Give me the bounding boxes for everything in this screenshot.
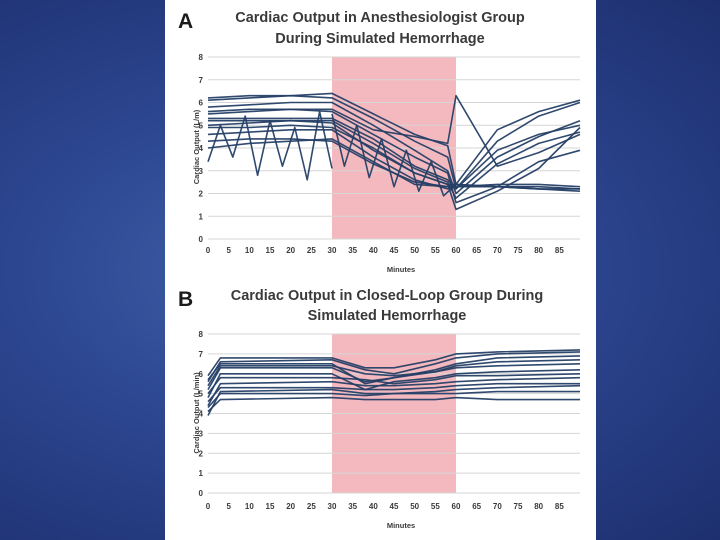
- panel-b-xtick-label: 75: [514, 502, 523, 511]
- panel-a-series-subject-11: [208, 119, 581, 199]
- panel-b-xtick-label: 80: [534, 502, 543, 511]
- panel-b-series-subject-6: [207, 349, 581, 377]
- panel-b-xtick-label: 60: [452, 502, 461, 511]
- panel-b-xtick-label: 65: [472, 502, 481, 511]
- panel-b-series-subject-9: [207, 373, 581, 395]
- panel-a-ytick-label: 5: [199, 121, 204, 130]
- panel-b-xtick-label: 20: [286, 502, 295, 511]
- panel-a-xtick-label: 30: [328, 246, 337, 255]
- panel-a-series-subject-12: [207, 92, 581, 186]
- panel-a-xtick-label: 60: [452, 246, 461, 255]
- panel-b-ytick-label: 8: [199, 330, 204, 339]
- panel-b-ytick-label: 6: [199, 370, 204, 379]
- panel-a-series-oscillating-1: [207, 110, 333, 181]
- panel-b-series-subject-11: [207, 382, 580, 403]
- panel-a-xtick-label: 75: [514, 246, 523, 255]
- panel-b-series-subject-12: [207, 355, 581, 385]
- panel-b-series-subject-5: [207, 351, 581, 383]
- panel-b-xtick-label: 55: [431, 502, 440, 511]
- panel-a-xtick-label: 35: [348, 246, 357, 255]
- panel-a-xtick-label: 70: [493, 246, 502, 255]
- panel-b-xtick-label: 5: [226, 502, 231, 511]
- panel-b-ytick-label: 4: [199, 410, 204, 419]
- panel-a-letter: A: [178, 10, 193, 33]
- panel-b-xtick-label: 10: [245, 502, 254, 511]
- panel-a-title-line-2: During Simulated Hemorrhage: [275, 31, 484, 47]
- panel-a-xtick-label: 10: [245, 246, 254, 255]
- panel-a-xlabel: Minutes: [387, 265, 415, 274]
- panel-b-chart: B Cardiac Output in Closed-Loop Group Du…: [178, 288, 581, 530]
- panel-a-xtick-label: 45: [390, 246, 399, 255]
- panel-b-ytick-label: 7: [199, 350, 204, 359]
- panel-a-ytick-label: 2: [199, 190, 204, 199]
- panel-a-series-subject-7: [207, 101, 581, 195]
- panel-a-xtick-label: 20: [286, 246, 295, 255]
- panel-a-xtick-label: 65: [472, 246, 481, 255]
- panel-b-series-subject-2: [207, 376, 581, 406]
- panel-b-letter: B: [178, 288, 193, 311]
- panel-b-title-line-1: Cardiac Output in Closed-Loop Group Duri…: [231, 288, 544, 304]
- panel-b-ytick-label: 0: [199, 489, 204, 498]
- panel-b-xtick-label: 35: [348, 502, 357, 511]
- figure: A Cardiac Output in Anesthesiologist Gro…: [178, 10, 581, 530]
- panel-a-ylabel: Cardiac Output (L/m): [192, 109, 201, 184]
- panel-b-ytick-label: 1: [199, 469, 204, 478]
- panel-a-xtick-label: 50: [410, 246, 419, 255]
- panel-a-chart: A Cardiac Output in Anesthesiologist Gro…: [178, 10, 581, 274]
- panel-a-ytick-label: 4: [199, 144, 204, 153]
- panel-a-series-subject-10: [207, 138, 581, 188]
- panel-a-ytick-label: 1: [199, 212, 204, 221]
- panel-b-ytick-label: 2: [199, 449, 204, 458]
- panel-a-xtick-label: 80: [534, 246, 543, 255]
- panel-a-ytick-label: 0: [199, 235, 204, 244]
- panel-b-series-subject-8: [207, 390, 580, 409]
- panel-b-xlabel: Minutes: [387, 521, 415, 530]
- panel-a-title-line-1: Cardiac Output in Anesthesiologist Group: [235, 10, 525, 26]
- panel-a-xtick-label: 25: [307, 246, 316, 255]
- panel-b-title-line-2: Simulated Hemorrhage: [308, 308, 467, 324]
- panel-a-ytick-label: 6: [199, 99, 204, 108]
- panel-a-xtick-label: 85: [555, 246, 564, 255]
- panel-b-xtick-label: 15: [266, 502, 275, 511]
- panel-a-xtick-label: 15: [266, 246, 275, 255]
- panel-b-series-subject-3: [207, 369, 581, 398]
- panel-b-xtick-label: 30: [328, 502, 337, 511]
- panel-b-series-subject-7: [207, 396, 580, 413]
- panel-b-xtick-label: 25: [307, 502, 316, 511]
- panel-a-xtick-label: 0: [206, 246, 211, 255]
- panel-a-ytick-label: 8: [199, 53, 204, 62]
- panel-b-xtick-label: 85: [555, 502, 564, 511]
- panel-b-ylabel: Cardiac Output (L/min): [192, 372, 201, 454]
- panel-b-xtick-label: 70: [493, 502, 502, 511]
- panel-a-xtick-label: 40: [369, 246, 378, 255]
- panel-a-series-oscillating-2: [331, 113, 457, 197]
- panel-a-ytick-label: 3: [199, 167, 204, 176]
- panel-a-xtick-label: 55: [431, 246, 440, 255]
- panel-b-xtick-label: 45: [390, 502, 399, 511]
- panel-a-series-subject-9: [207, 94, 581, 167]
- panel-b-xtick-label: 40: [369, 502, 378, 511]
- panel-a-series-subject-5: [208, 117, 581, 190]
- panel-a-series-subject-8: [208, 124, 581, 190]
- panel-a-ytick-label: 7: [199, 76, 204, 85]
- panel-b-ytick-label: 5: [199, 390, 204, 399]
- panel-b-series-subject-10: [207, 363, 581, 387]
- panel-b-xtick-label: 50: [410, 502, 419, 511]
- panel-b-xtick-label: 0: [206, 502, 211, 511]
- panel-a-xtick-label: 5: [226, 246, 231, 255]
- panel-b-ytick-label: 3: [199, 429, 204, 438]
